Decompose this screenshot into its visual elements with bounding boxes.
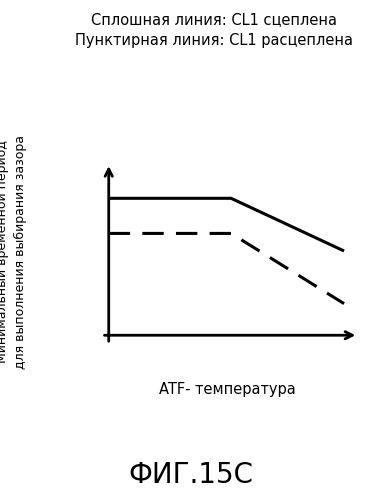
- Text: Минимальный временной период
для выполнения выбирания зазора: Минимальный временной период для выполне…: [0, 135, 26, 369]
- Text: ФИГ.15С: ФИГ.15С: [128, 461, 254, 489]
- Text: Сплошная линия: CL1 сцеплена
Пунктирная линия: CL1 расцеплена: Сплошная линия: CL1 сцеплена Пунктирная …: [75, 12, 353, 48]
- Text: ATF- температура: ATF- температура: [159, 382, 296, 397]
